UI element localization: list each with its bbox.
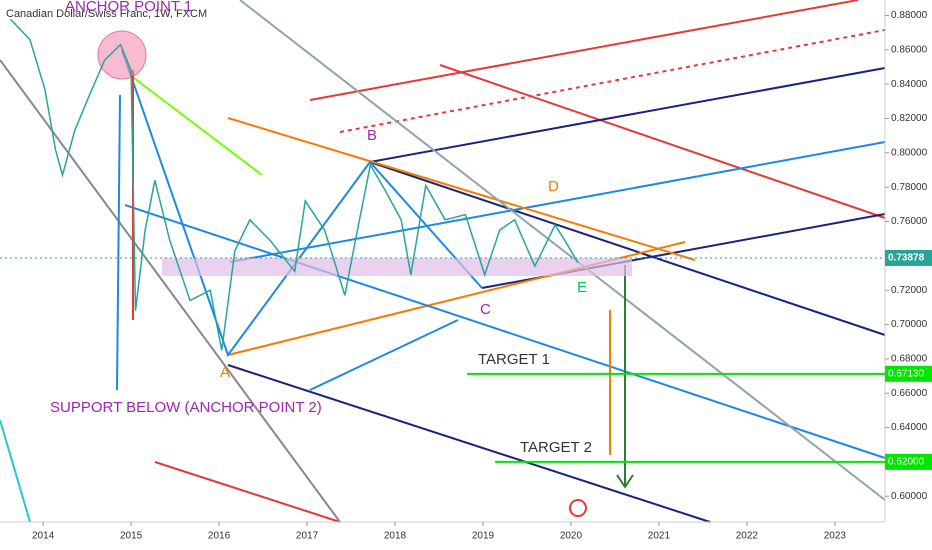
trend-line (439, 64, 886, 219)
y-tick-label: 0.66000 (891, 388, 928, 399)
y-tick-label: 0.80000 (891, 147, 928, 158)
target-name: TARGET 1 (478, 351, 550, 368)
price-label-bg (885, 453, 932, 470)
trend-line (229, 141, 886, 263)
price-label: 0.73878 (888, 253, 925, 264)
x-tick-label: 2014 (32, 531, 55, 542)
annotation: C (480, 301, 491, 318)
annotation: A (220, 364, 230, 381)
highlight (97, 30, 147, 80)
annotation: ANCHOR POINT 1 (65, 0, 192, 15)
annotation: B (367, 127, 377, 144)
trend-line (0, 59, 341, 523)
x-tick-label: 2022 (736, 531, 759, 542)
x-tick-label: 2019 (472, 531, 495, 542)
x-tick-label: 2021 (648, 531, 671, 542)
y-tick-label: 0.64000 (891, 422, 928, 433)
trend-line (227, 117, 696, 261)
x-tick-label: 2015 (120, 531, 143, 542)
event-icon (569, 499, 587, 517)
trend-line (369, 67, 886, 163)
annotation: D (548, 178, 559, 195)
y-tick-label: 0.76000 (891, 216, 928, 227)
annotation: SUPPORT BELOW (ANCHOR POINT 2) (50, 399, 322, 416)
price-label-bg (885, 365, 932, 382)
trend-line (309, 0, 859, 101)
y-tick-label: 0.78000 (891, 182, 928, 193)
arrow (309, 319, 459, 391)
y-tick-label: 0.72000 (891, 285, 928, 296)
price-label: 0.67130 (888, 368, 925, 379)
y-tick-label: 0.60000 (891, 491, 928, 502)
trend-line (369, 161, 886, 336)
annotation: E (577, 279, 587, 296)
price-line (10, 18, 579, 351)
y-tick-label: 0.86000 (891, 44, 928, 55)
chart-title: Canadian Dollar/Swiss Franc, 1W, FXCM (6, 8, 207, 20)
zone (162, 258, 632, 276)
x-tick-label: 2020 (560, 531, 583, 542)
trend-line (124, 204, 886, 459)
x-tick-label: 2018 (384, 531, 407, 542)
y-tick-label: 0.70000 (891, 319, 928, 330)
arrow-head (616, 474, 634, 489)
y-tick-label: 0.68000 (891, 354, 928, 365)
x-tick-label: 2017 (296, 531, 319, 542)
y-tick-label: 0.88000 (891, 10, 928, 21)
x-tick-label: 2016 (208, 531, 231, 542)
arrow (116, 94, 121, 391)
x-tick-label: 2023 (824, 531, 847, 542)
drawings (0, 0, 886, 523)
trend-line (154, 461, 341, 523)
trend-line (129, 74, 263, 176)
price-label: 0.62000 (888, 457, 925, 468)
y-tick-label: 0.84000 (891, 79, 928, 90)
y-tick-label: 0.82000 (891, 113, 928, 124)
price-label-bg (885, 249, 932, 266)
trend-line (227, 364, 711, 523)
trend-line (239, 0, 886, 501)
target-name: TARGET 2 (520, 439, 592, 456)
trend-line (0, 419, 31, 523)
